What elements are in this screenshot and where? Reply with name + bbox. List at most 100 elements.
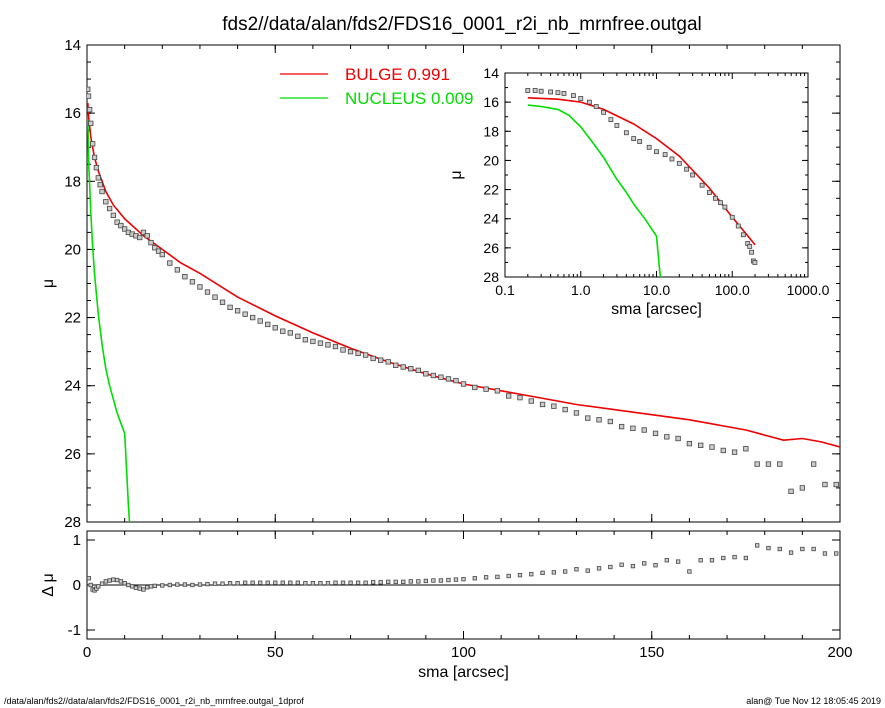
legend-label: BULGE 0.991 <box>345 65 450 84</box>
residual-data-point <box>167 582 172 588</box>
main-data-point <box>110 212 117 219</box>
main-data-point <box>106 205 113 212</box>
main-data-point <box>453 377 459 384</box>
residual-data-point <box>517 572 523 578</box>
main-data-point <box>174 267 181 273</box>
main-data-point <box>325 342 331 348</box>
main-data-point <box>114 219 120 225</box>
residual-ytick-label: -1 <box>68 622 81 639</box>
main-data-point <box>573 410 580 416</box>
residual-data-point <box>122 581 127 586</box>
main-data-point <box>483 386 489 392</box>
main-data-point <box>122 226 128 232</box>
residual-data-point <box>363 580 368 585</box>
inset-ytick-label: 14 <box>483 65 499 81</box>
main-data-point <box>400 364 406 370</box>
main-data-point <box>494 388 501 394</box>
residual-data-point <box>461 577 466 582</box>
main-data-point <box>317 340 324 346</box>
main-data-point <box>460 381 467 387</box>
residual-data-point <box>227 581 233 586</box>
residual-data-point <box>675 559 681 564</box>
main-data-point <box>709 444 715 450</box>
inset-data-point <box>623 130 629 136</box>
residual-data-point <box>401 579 406 584</box>
residual-data-point <box>303 581 308 586</box>
residual-data-point <box>145 585 150 590</box>
main-data-point <box>551 403 557 409</box>
main-data-point <box>370 355 376 362</box>
inset-data-point <box>654 149 659 155</box>
inset-series-line <box>527 97 756 246</box>
inset-data-point <box>740 232 746 238</box>
main-data-point <box>155 248 162 254</box>
main-data-point <box>355 350 361 356</box>
inset-data-point <box>722 204 728 210</box>
main-data-point <box>754 461 760 467</box>
main-data-point <box>340 347 346 353</box>
main-data-point <box>675 435 681 442</box>
residual-data-point <box>88 582 93 588</box>
inset-data-point <box>571 93 576 98</box>
residual-data-point <box>133 585 139 590</box>
inset-ytick-label: 20 <box>483 152 499 168</box>
residual-data-point <box>160 583 165 588</box>
inset-data-point <box>631 136 637 141</box>
main-data-point <box>242 311 248 317</box>
main-data-point <box>287 330 293 336</box>
residual-data-point <box>642 561 647 566</box>
main-data-point <box>415 367 421 374</box>
main-data-point <box>810 461 817 467</box>
main-series-group <box>87 86 840 522</box>
main-ytick-label: 14 <box>64 37 81 54</box>
main-data-point <box>720 447 726 454</box>
residual-ylabel: Δ μ <box>40 573 57 596</box>
inset-data-point <box>548 89 554 95</box>
main-data-point <box>641 427 647 433</box>
main-data-point <box>103 199 109 205</box>
main-data-point <box>118 222 124 229</box>
main-data-point <box>445 376 452 382</box>
main-data-point <box>607 418 613 425</box>
residual-xtick-label: 150 <box>639 644 664 661</box>
main-data-point <box>822 481 828 488</box>
residual-data-point <box>732 554 737 560</box>
residual-data-point <box>495 574 500 580</box>
residual-data-point <box>111 577 116 582</box>
legend-label: NUCLEUS 0.009 <box>345 89 474 108</box>
residual-ytick-label: 0 <box>73 577 81 594</box>
inset-data-point <box>561 91 567 96</box>
main-data-point <box>731 449 738 455</box>
residual-data-point <box>205 581 210 587</box>
inset-data-point <box>646 144 652 150</box>
residual-data-point <box>540 570 545 575</box>
inset-data-point <box>747 243 753 249</box>
residual-data-point <box>114 577 120 583</box>
main-ytick-label: 28 <box>64 514 81 531</box>
main-ytick-label: 26 <box>64 446 81 463</box>
main-data-point <box>630 425 636 431</box>
residual-data-point <box>585 568 590 573</box>
residual-data-point <box>431 578 436 583</box>
main-data-point <box>385 359 391 365</box>
residual-data-point <box>822 551 828 556</box>
main-data-point <box>423 371 429 377</box>
residual-data-point <box>280 580 285 585</box>
inset-series-line <box>527 104 662 277</box>
residual-data-point <box>766 545 771 551</box>
inset-data-point <box>735 223 741 229</box>
residual-data-point <box>355 580 361 585</box>
residual-data-point <box>408 579 413 584</box>
residual-data-point <box>235 581 240 586</box>
residual-data-point <box>664 558 669 563</box>
main-data-point <box>227 304 233 311</box>
inset-ytick-label: 18 <box>483 123 499 139</box>
footer-left: /data/alan/fds2//data/alan/fds2/FDS16_00… <box>4 696 304 706</box>
inset-data-point <box>593 104 599 109</box>
main-data-point <box>265 321 271 328</box>
residual-data-point <box>506 573 511 579</box>
residual-data-point <box>126 582 131 588</box>
main-data-point <box>295 333 301 339</box>
main-data-point <box>189 279 196 285</box>
